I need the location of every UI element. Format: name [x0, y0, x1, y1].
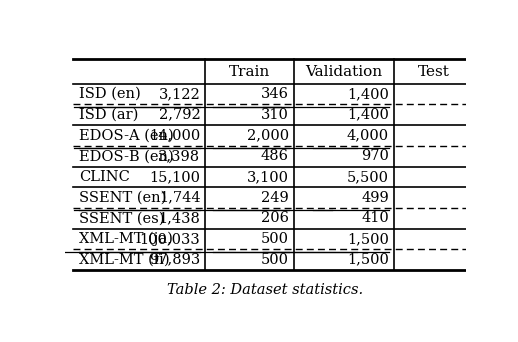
Text: 1,500: 1,500: [347, 253, 389, 267]
Text: 1,400: 1,400: [347, 87, 389, 101]
Text: 15,100: 15,100: [149, 170, 200, 184]
Text: XML-MT (fi): XML-MT (fi): [79, 253, 169, 267]
Text: 206: 206: [261, 211, 289, 225]
Text: 486: 486: [261, 149, 289, 163]
Text: 500: 500: [261, 232, 289, 246]
Text: Table 2: Dataset statistics.: Table 2: Dataset statistics.: [167, 283, 364, 297]
Text: 3,122: 3,122: [159, 87, 200, 101]
Text: 970: 970: [361, 149, 389, 163]
Text: EDOS-A (en): EDOS-A (en): [79, 129, 174, 143]
Text: 499: 499: [362, 190, 389, 205]
Text: 3,398: 3,398: [159, 149, 200, 163]
Text: Validation: Validation: [305, 65, 382, 79]
Text: CLINC: CLINC: [79, 170, 130, 184]
Text: 5,500: 5,500: [347, 170, 389, 184]
Text: SSENT (es): SSENT (es): [79, 211, 164, 225]
Text: EDOS-B (en): EDOS-B (en): [79, 149, 174, 163]
Text: 1,500: 1,500: [347, 232, 389, 246]
Text: 1,438: 1,438: [159, 211, 200, 225]
Text: Train: Train: [229, 65, 270, 79]
Text: 249: 249: [261, 190, 289, 205]
Text: 97,893: 97,893: [149, 253, 200, 267]
Text: 310: 310: [261, 108, 289, 122]
Text: 410: 410: [362, 211, 389, 225]
Text: SSENT (en): SSENT (en): [79, 190, 166, 205]
Text: 14,000: 14,000: [149, 129, 200, 143]
Text: 3,100: 3,100: [247, 170, 289, 184]
Text: 4,000: 4,000: [347, 129, 389, 143]
Text: ISD (en): ISD (en): [79, 87, 140, 101]
Text: 100,033: 100,033: [140, 232, 200, 246]
Text: 346: 346: [261, 87, 289, 101]
Text: 2,000: 2,000: [247, 129, 289, 143]
Text: 500: 500: [261, 253, 289, 267]
Text: ISD (ar): ISD (ar): [79, 108, 138, 122]
Text: 2,792: 2,792: [159, 108, 200, 122]
Text: Test: Test: [418, 65, 450, 79]
Text: XML-MT (ja): XML-MT (ja): [79, 232, 172, 246]
Text: 1,400: 1,400: [347, 108, 389, 122]
Text: 1,744: 1,744: [159, 190, 200, 205]
